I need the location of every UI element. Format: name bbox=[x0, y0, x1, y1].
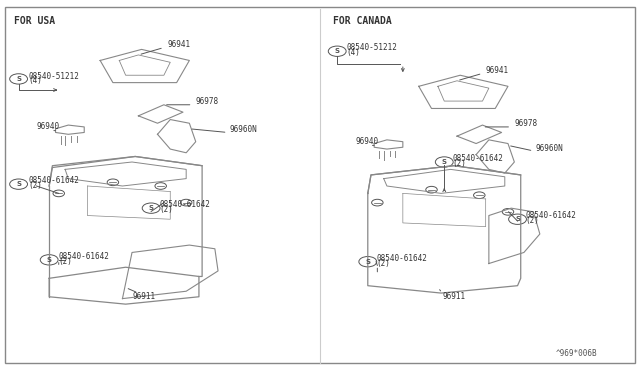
Text: 96940: 96940 bbox=[356, 137, 379, 145]
Text: (2): (2) bbox=[452, 159, 467, 168]
Text: 96960N: 96960N bbox=[536, 144, 563, 153]
Text: 08540-61642: 08540-61642 bbox=[525, 212, 576, 221]
Text: S: S bbox=[16, 76, 21, 82]
Text: (2): (2) bbox=[159, 205, 173, 214]
Text: 96911: 96911 bbox=[132, 292, 155, 301]
Text: (2): (2) bbox=[376, 259, 390, 268]
Text: (4): (4) bbox=[347, 48, 360, 57]
Text: (4): (4) bbox=[28, 76, 42, 85]
Text: 96941: 96941 bbox=[486, 66, 509, 75]
Text: S: S bbox=[47, 257, 52, 263]
Text: (2): (2) bbox=[28, 181, 42, 190]
Text: FOR USA: FOR USA bbox=[14, 16, 55, 26]
Text: (2): (2) bbox=[59, 257, 72, 266]
Text: 08540-51212: 08540-51212 bbox=[28, 71, 79, 81]
Text: S: S bbox=[442, 159, 447, 165]
Text: 08540-61642: 08540-61642 bbox=[28, 176, 79, 185]
Text: 08540-61642: 08540-61642 bbox=[159, 201, 211, 209]
Text: S: S bbox=[16, 181, 21, 187]
Text: 96978: 96978 bbox=[515, 119, 538, 128]
Text: 96911: 96911 bbox=[442, 292, 465, 301]
Text: 96941: 96941 bbox=[167, 40, 190, 49]
Text: S: S bbox=[335, 48, 340, 54]
Text: (2): (2) bbox=[525, 216, 539, 225]
Text: 08540-61642: 08540-61642 bbox=[59, 252, 109, 261]
Text: FOR CANADA: FOR CANADA bbox=[333, 16, 392, 26]
Text: ^969*006B: ^969*006B bbox=[556, 349, 597, 358]
Text: S: S bbox=[515, 216, 520, 222]
Text: 08540-51212: 08540-51212 bbox=[347, 44, 397, 52]
Text: S: S bbox=[365, 259, 371, 265]
Text: S: S bbox=[148, 205, 154, 211]
Text: 96940: 96940 bbox=[36, 122, 60, 131]
Text: 08540-61642: 08540-61642 bbox=[452, 154, 504, 163]
Text: 08540-61642: 08540-61642 bbox=[376, 254, 427, 263]
Text: 96978: 96978 bbox=[196, 97, 219, 106]
Text: 96960N: 96960N bbox=[230, 125, 257, 134]
